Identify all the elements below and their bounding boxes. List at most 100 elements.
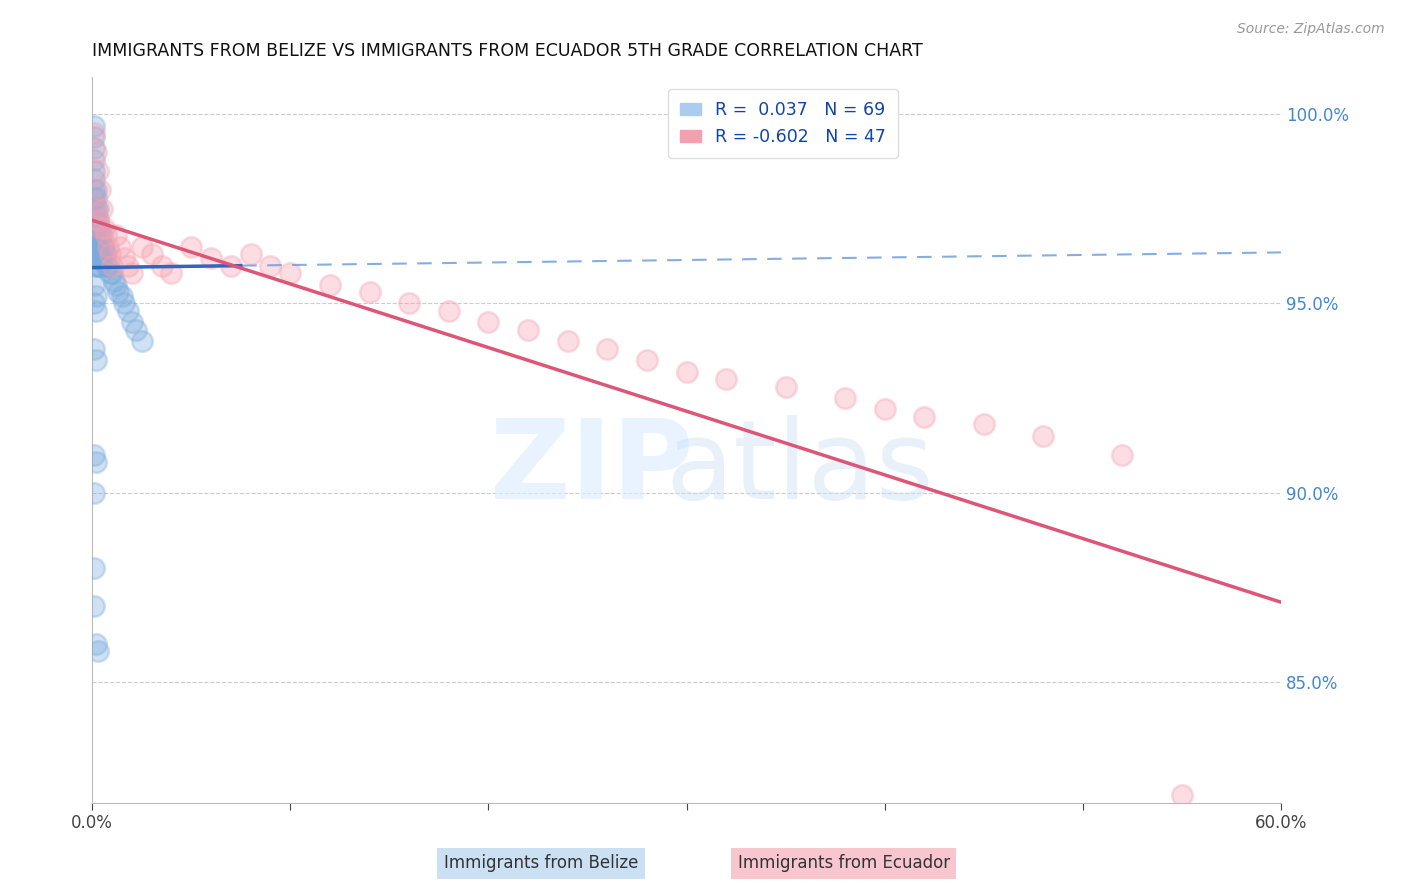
Point (83, 599, 105, 613)
Point (91, 228, 114, 243)
Point (104, 228, 127, 243)
Point (111, 289, 134, 303)
Point (84, 637, 107, 651)
Point (108, 240, 131, 254)
Text: atlas: atlas (665, 415, 934, 522)
Point (596, 342, 619, 356)
Point (91, 240, 114, 254)
Text: IMMIGRANTS FROM BELIZE VS IMMIGRANTS FROM ECUADOR 5TH GRADE CORRELATION CHART: IMMIGRANTS FROM BELIZE VS IMMIGRANTS FRO… (93, 42, 922, 60)
Point (557, 334, 579, 349)
Point (94, 259, 117, 273)
Point (91, 247, 114, 261)
Point (107, 285, 129, 299)
Text: Immigrants from Belize: Immigrants from Belize (444, 855, 638, 872)
Text: Immigrants from Ecuador: Immigrants from Ecuador (738, 855, 949, 872)
Point (84, 202, 107, 216)
Point (93, 240, 115, 254)
Point (84, 191, 107, 205)
Point (87, 259, 110, 273)
Point (83, 191, 105, 205)
Point (117, 259, 139, 273)
Point (98, 266, 121, 280)
Legend: R =  0.037   N = 69, R = -0.602   N = 47: R = 0.037 N = 69, R = -0.602 N = 47 (668, 89, 898, 158)
Point (1111, 448, 1133, 462)
Point (219, 259, 242, 273)
Point (83, 141, 105, 155)
Point (94, 247, 117, 261)
Point (83, 277, 105, 292)
Point (87, 202, 110, 216)
Point (101, 266, 124, 280)
Point (714, 372, 737, 386)
Point (775, 379, 797, 393)
Point (517, 323, 540, 337)
Point (117, 304, 139, 318)
Point (359, 285, 381, 299)
Point (180, 240, 202, 254)
Point (87, 251, 110, 265)
Point (89, 259, 111, 273)
Point (84, 259, 107, 273)
Point (84, 251, 107, 265)
Point (1032, 429, 1054, 443)
Point (84, 235, 107, 250)
Point (94, 228, 117, 243)
Point (83, 448, 105, 462)
Point (87, 213, 110, 227)
Point (98, 247, 121, 261)
Point (121, 266, 143, 280)
Point (84, 183, 107, 197)
Point (83, 202, 105, 216)
Point (278, 266, 301, 280)
Point (84, 244, 107, 258)
Point (103, 274, 125, 288)
Point (834, 391, 856, 405)
Point (477, 315, 499, 329)
Point (84, 228, 107, 243)
Point (398, 296, 420, 310)
Point (87, 644, 110, 658)
Point (97, 240, 120, 254)
Point (121, 315, 143, 329)
Point (87, 164, 110, 178)
Point (83, 213, 105, 227)
Point (84, 220, 107, 235)
Point (319, 277, 342, 292)
Point (675, 365, 697, 379)
Point (101, 259, 124, 273)
Point (89, 251, 111, 265)
Point (87, 228, 110, 243)
Point (84, 210, 107, 224)
Point (91, 202, 114, 216)
Point (259, 259, 281, 273)
Point (112, 296, 135, 310)
Point (160, 266, 183, 280)
Point (125, 323, 148, 337)
Point (83, 171, 105, 186)
Point (912, 409, 935, 424)
Point (83, 342, 105, 356)
Point (89, 220, 111, 235)
Point (141, 247, 163, 261)
Point (83, 485, 105, 500)
Point (87, 213, 110, 227)
Point (873, 402, 896, 417)
Point (104, 277, 127, 292)
Point (83, 561, 105, 575)
Point (83, 153, 105, 167)
Point (973, 417, 995, 432)
Point (84, 202, 107, 216)
Point (87, 235, 110, 250)
Text: Source: ZipAtlas.com: Source: ZipAtlas.com (1237, 22, 1385, 37)
Point (97, 259, 120, 273)
Point (87, 220, 110, 235)
Point (84, 289, 107, 303)
Point (150, 259, 173, 273)
Point (89, 228, 111, 243)
Point (437, 304, 460, 318)
Point (89, 235, 111, 250)
Point (636, 353, 658, 368)
Point (84, 353, 107, 368)
Text: ZIP: ZIP (489, 415, 693, 522)
Point (93, 247, 115, 261)
